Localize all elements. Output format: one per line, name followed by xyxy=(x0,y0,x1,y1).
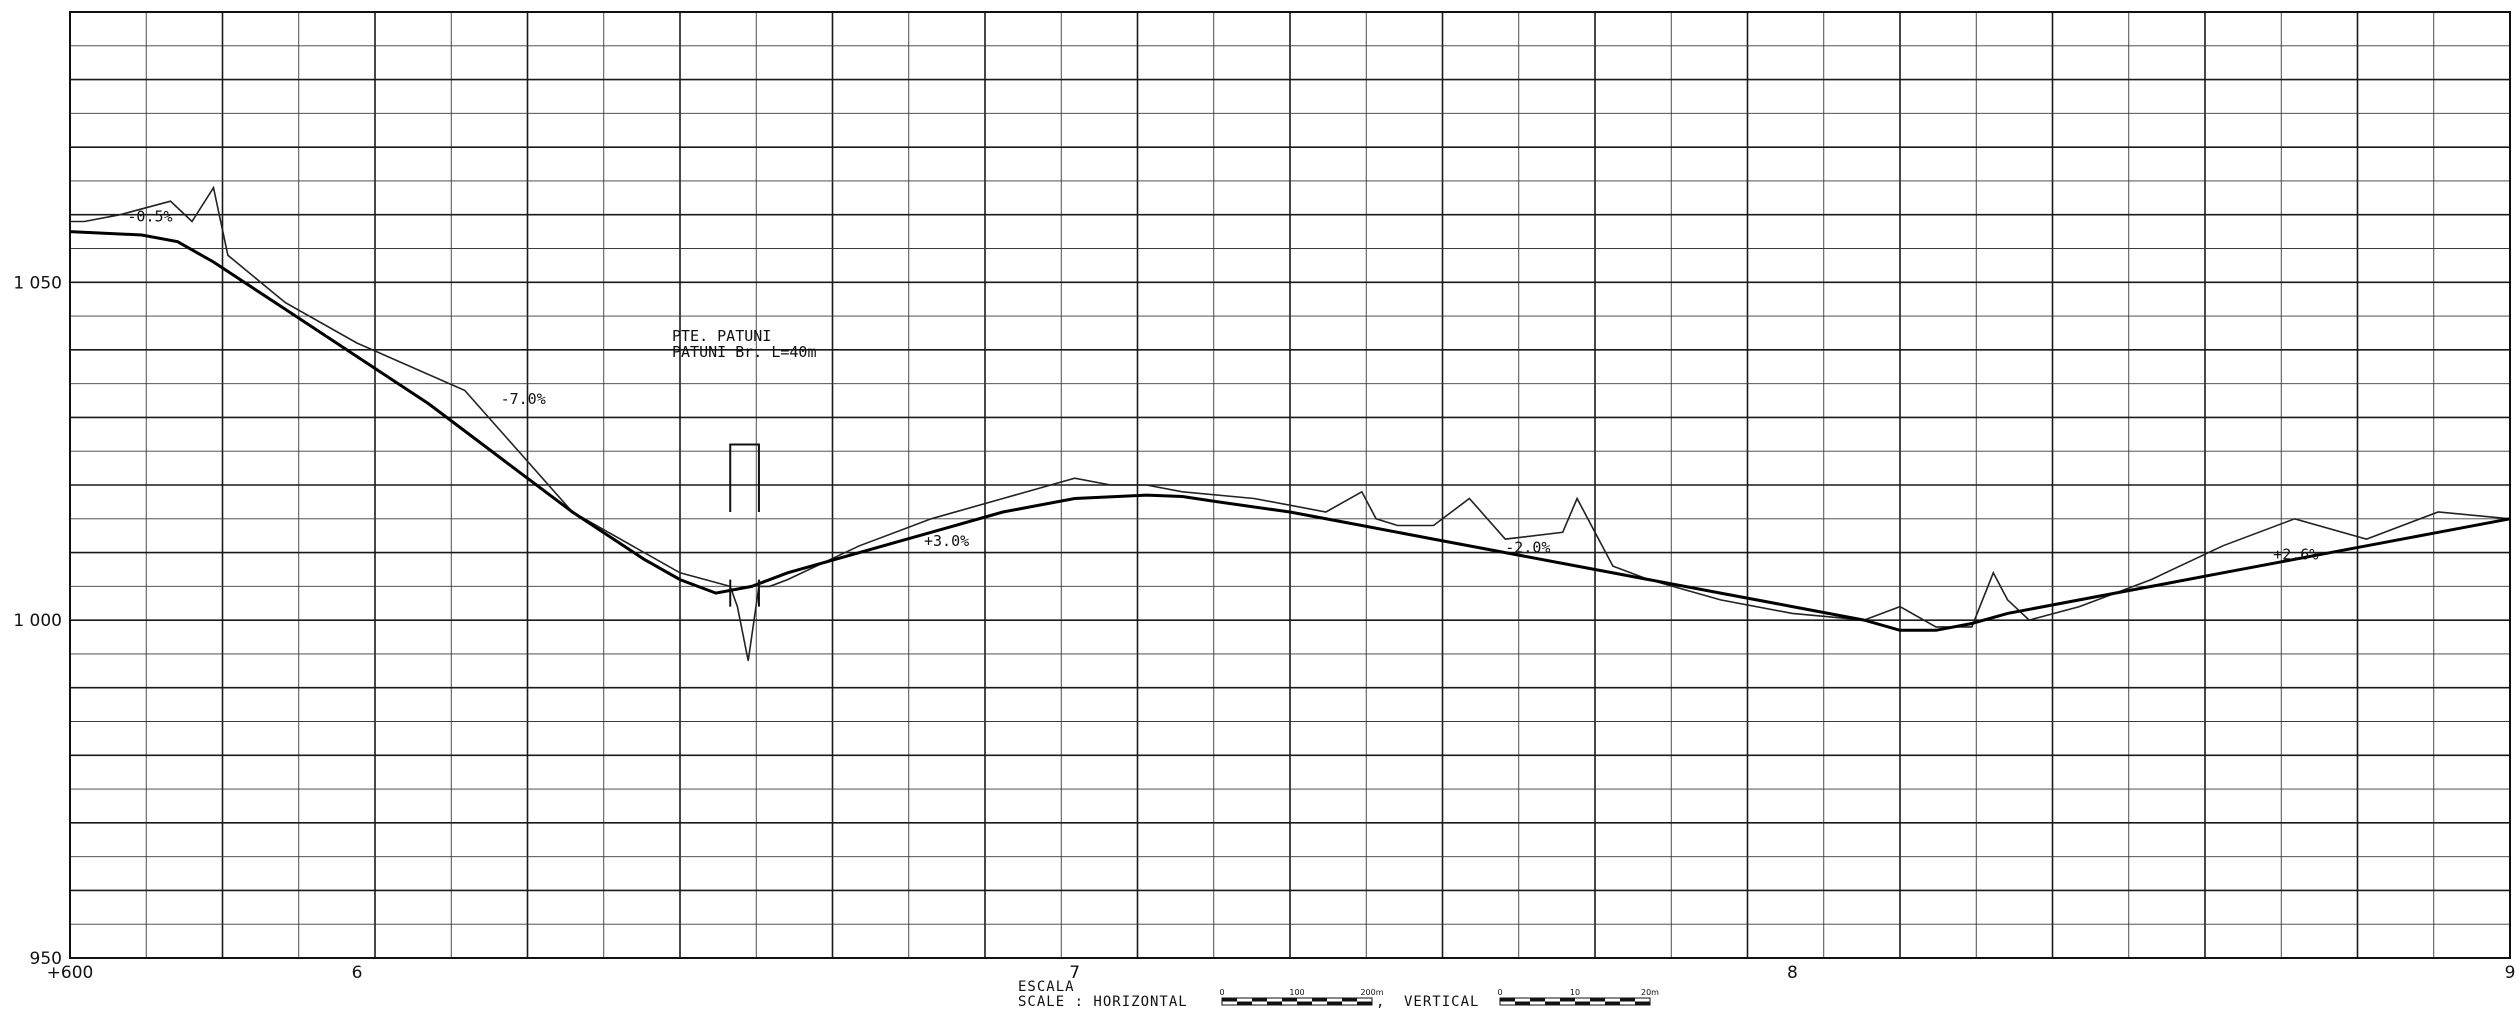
scale-bar-segment xyxy=(1545,1001,1560,1005)
y-tick-label: 1 050 xyxy=(13,273,62,293)
x-tick-label: 7 xyxy=(1069,963,1080,983)
scale-bar-frame xyxy=(1499,997,1651,1006)
scale-bar-segment xyxy=(1605,1001,1620,1005)
scale-tick-label: 200m xyxy=(1360,988,1383,997)
scale-bar-segment xyxy=(1297,1001,1312,1005)
scale-vertical-label: VERTICAL xyxy=(1404,994,1479,1010)
scale-bar-segment xyxy=(1222,998,1237,1002)
scale-bar: ESCALA SCALE : HORIZONTAL , VERTICAL 0 10… xyxy=(1018,979,1659,1010)
scale-bar-segment xyxy=(1252,998,1267,1002)
scale-bar-segment xyxy=(1342,998,1357,1002)
scale-bar-segment xyxy=(1282,998,1297,1002)
grade-annotation: +3.0% xyxy=(924,532,969,550)
scale-bar-segment xyxy=(1530,998,1545,1002)
grid xyxy=(69,11,2511,959)
scale-bar-segment xyxy=(1267,1001,1282,1005)
plot-frame xyxy=(69,11,2511,959)
x-tick-label: 8 xyxy=(1787,963,1798,983)
scale-bar-segment xyxy=(1327,1001,1342,1005)
grade-annotation: -7.0% xyxy=(501,390,546,408)
y-tick-label: 1 000 xyxy=(13,611,62,631)
axis-labels: 1 050 1 000 950+600 6 7 8 9 xyxy=(13,273,2515,983)
scale-bar-frame xyxy=(1221,997,1373,1006)
y-tick-label: 950 xyxy=(30,949,62,969)
scale-bar-segment xyxy=(1560,998,1575,1002)
scale-title-2: SCALE : HORIZONTAL xyxy=(1018,994,1188,1010)
ground-profile xyxy=(70,185,2511,661)
scale-tick-label: 0 xyxy=(1219,988,1224,997)
scale-bar-segment xyxy=(1620,998,1635,1002)
scale-title-1: ESCALA xyxy=(1018,979,1075,995)
scale-bar-segment xyxy=(1312,998,1327,1002)
x-tick-label: +600 xyxy=(47,963,94,983)
grade-line xyxy=(69,230,2511,632)
scale-tick-label: 10 xyxy=(1570,988,1580,997)
scale-bar-segment xyxy=(1357,1001,1372,1005)
scale-bar-segment xyxy=(1635,1001,1650,1005)
scale-tick-label: 100 xyxy=(1289,988,1304,997)
grade-annotations: -0.5% -7.0% +3.0% -2.0% +2.6% xyxy=(127,207,2318,563)
scale-bar-segment xyxy=(1500,998,1515,1002)
scale-tick-label: 0 xyxy=(1497,988,1502,997)
scale-bar-segment xyxy=(1237,1001,1252,1005)
bridge-label-1: PTE. PATUNI xyxy=(672,327,771,345)
scale-tick-label: 20m xyxy=(1641,988,1659,997)
bridge-bracket xyxy=(729,443,760,513)
grade-annotation: -2.0% xyxy=(1505,539,1550,557)
grade-line xyxy=(69,230,2511,632)
x-tick-label: 6 xyxy=(352,963,363,983)
bridge-marker: PTE. PATUNI PATUNI Br. L=40m xyxy=(672,327,817,607)
scale-bar-segment xyxy=(1590,998,1605,1002)
scale-bar-segment xyxy=(1575,1001,1590,1005)
scale-bar-segment xyxy=(1515,1001,1530,1005)
bridge-label-2: PATUNI Br. L=40m xyxy=(672,343,817,361)
grade-annotation: +2.6% xyxy=(2273,545,2318,563)
ground-line xyxy=(70,185,2511,661)
scale-separator: , xyxy=(1376,994,1385,1010)
x-tick-label: 9 xyxy=(2505,963,2516,983)
grade-annotation: -0.5% xyxy=(127,207,172,225)
